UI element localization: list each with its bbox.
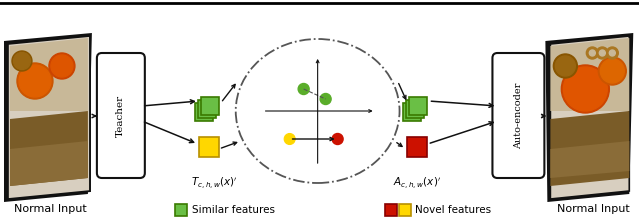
Circle shape [320, 93, 331, 105]
Polygon shape [10, 141, 88, 186]
FancyBboxPatch shape [195, 103, 212, 121]
Text: $A_{c,h,w}(x)'$: $A_{c,h,w}(x)'$ [394, 175, 442, 191]
Circle shape [332, 133, 343, 145]
Text: Auto-encoder: Auto-encoder [514, 82, 523, 149]
Text: $T_{c,h,w}(x)'$: $T_{c,h,w}(x)'$ [191, 175, 238, 191]
Text: Normal Input: Normal Input [557, 204, 630, 214]
Polygon shape [8, 36, 90, 199]
Circle shape [598, 57, 627, 85]
Circle shape [596, 47, 608, 59]
Polygon shape [550, 111, 629, 186]
Circle shape [561, 65, 609, 113]
Circle shape [600, 59, 624, 83]
Text: Novel features: Novel features [415, 205, 491, 215]
Text: Similar features: Similar features [192, 205, 275, 215]
Circle shape [609, 50, 615, 56]
Polygon shape [550, 38, 629, 111]
Circle shape [563, 67, 607, 111]
FancyBboxPatch shape [406, 137, 426, 157]
FancyBboxPatch shape [403, 103, 420, 121]
Circle shape [554, 54, 577, 78]
FancyBboxPatch shape [97, 53, 145, 178]
Circle shape [49, 53, 75, 79]
Polygon shape [8, 36, 90, 199]
Polygon shape [550, 36, 629, 199]
Polygon shape [550, 141, 629, 178]
FancyBboxPatch shape [492, 53, 545, 178]
Polygon shape [10, 38, 88, 111]
Circle shape [284, 133, 295, 145]
Polygon shape [4, 33, 92, 202]
FancyBboxPatch shape [199, 137, 219, 157]
FancyBboxPatch shape [175, 204, 187, 216]
Text: Normal Input: Normal Input [13, 204, 86, 214]
Circle shape [51, 55, 73, 77]
Text: Teacher: Teacher [116, 94, 125, 137]
FancyBboxPatch shape [406, 100, 424, 118]
Polygon shape [10, 111, 88, 186]
Circle shape [17, 63, 53, 99]
Circle shape [12, 51, 32, 71]
FancyBboxPatch shape [201, 97, 219, 115]
FancyBboxPatch shape [399, 204, 410, 216]
Circle shape [606, 47, 618, 59]
Circle shape [19, 65, 51, 97]
Circle shape [599, 50, 605, 56]
FancyBboxPatch shape [385, 204, 397, 216]
Polygon shape [545, 33, 634, 202]
Circle shape [556, 56, 575, 76]
Circle shape [589, 50, 595, 56]
Circle shape [298, 84, 309, 95]
Circle shape [13, 53, 31, 69]
FancyBboxPatch shape [408, 97, 426, 115]
Circle shape [586, 47, 598, 59]
FancyBboxPatch shape [198, 100, 216, 118]
